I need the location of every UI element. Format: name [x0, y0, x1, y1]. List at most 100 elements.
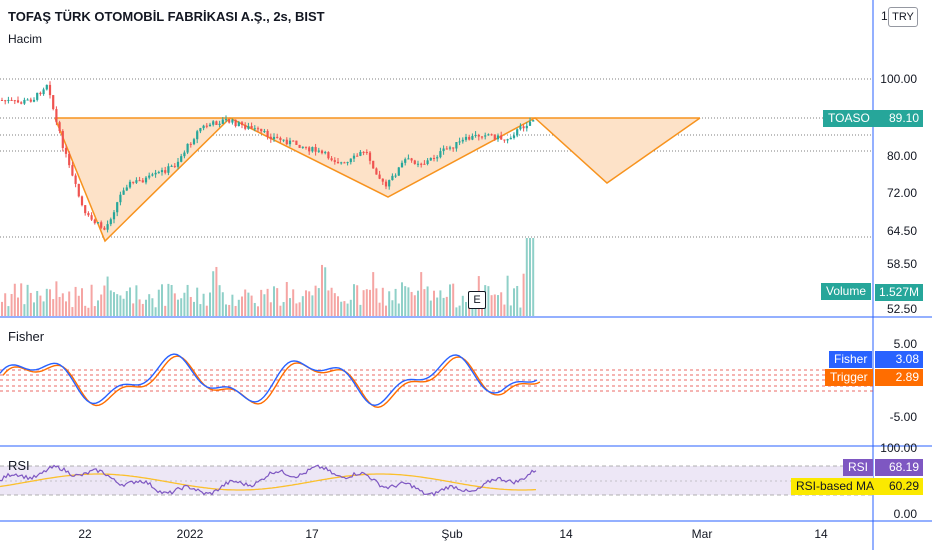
volume-bar: [401, 282, 403, 316]
volume-bar: [97, 300, 99, 316]
candle-body: [196, 131, 199, 140]
volume-indicator-label[interactable]: Hacim: [8, 32, 43, 46]
candle-body: [148, 175, 151, 178]
candle-body: [119, 194, 122, 203]
symbol-title[interactable]: TOFAŞ TÜRK OTOMOBİL FABRİKASI A.Ş., 2s, …: [8, 9, 325, 24]
fisher-pane-title[interactable]: Fisher: [8, 329, 45, 344]
volume-bar: [529, 238, 531, 316]
volume-bar: [513, 288, 515, 316]
candle-body: [477, 134, 480, 137]
candle-body: [458, 141, 461, 143]
price-axis-label: 80.00: [886, 149, 917, 163]
candle-body: [327, 152, 330, 159]
volume-bar: [442, 297, 445, 316]
trigger-tag-value: 2.89: [875, 369, 923, 386]
candle-body: [480, 136, 484, 138]
volume-bar: [525, 238, 528, 316]
candle-body: [32, 99, 36, 102]
candle-body: [381, 178, 384, 182]
candle-body: [311, 147, 314, 152]
candle-body: [4, 100, 7, 102]
candle-body: [29, 99, 32, 102]
volume-bar: [170, 284, 173, 316]
volume-bar: [423, 289, 426, 316]
volume-bar: [39, 295, 42, 316]
candle-body: [141, 180, 144, 183]
volume-bar: [391, 300, 394, 316]
candle-body: [500, 135, 503, 140]
volume-bar: [119, 295, 122, 316]
candle-body: [240, 122, 244, 125]
candle-body: [0, 100, 4, 101]
volume-bar: [218, 285, 221, 316]
currency-button[interactable]: TRY: [888, 7, 918, 27]
candle-body: [144, 177, 148, 183]
candle-body: [388, 180, 391, 187]
candle-body: [340, 162, 343, 164]
volume-bar: [493, 294, 496, 316]
rsi-pane-title[interactable]: RSI: [8, 458, 30, 473]
volume-bar: [269, 302, 272, 316]
candle-body: [404, 159, 407, 163]
volume-bar: [135, 285, 138, 316]
candle-body: [180, 156, 183, 162]
candle-body: [250, 125, 253, 129]
volume-bar: [474, 303, 477, 316]
volume-bar: [301, 296, 304, 316]
candle-body: [285, 139, 288, 145]
volume-bar: [81, 288, 83, 316]
candle-body: [116, 202, 119, 213]
candle-body: [68, 153, 71, 166]
candle-body: [164, 170, 167, 173]
volume-bar: [282, 302, 285, 316]
volume-bar: [199, 304, 202, 316]
volume-bar: [167, 283, 170, 316]
candle-body: [426, 160, 429, 164]
candle-body: [202, 125, 205, 129]
volume-bar: [180, 298, 183, 316]
candle-body: [445, 148, 448, 150]
volume-bar: [394, 288, 397, 316]
volume-bar: [148, 294, 151, 316]
volume-bar: [362, 290, 365, 316]
volume-bar: [461, 295, 464, 316]
volume-bar: [23, 304, 26, 316]
volume-bar: [375, 288, 378, 316]
volume-bar: [289, 298, 291, 316]
fisher-tag-name: Fisher: [829, 351, 873, 368]
volume-bar: [295, 303, 298, 316]
candle-body: [304, 146, 308, 148]
volume-bar: [10, 293, 13, 316]
candle-body: [346, 162, 349, 164]
candle-body: [234, 119, 237, 127]
volume-bar: [317, 288, 320, 316]
price-tag-name: TOASO: [823, 110, 875, 127]
volume-bar: [365, 289, 368, 316]
candle-body: [122, 190, 125, 195]
candle-body: [77, 183, 80, 197]
volume-bar: [519, 307, 522, 316]
candle-body: [90, 215, 93, 220]
fisher-line: [0, 353, 538, 407]
candle-body: [125, 187, 128, 191]
rsi-axis-label: 100.00: [880, 441, 917, 455]
volume-tag-value: 1.527M: [875, 284, 923, 301]
candle-body: [288, 140, 292, 145]
candle-body: [199, 128, 202, 132]
candle-body: [432, 157, 436, 159]
candle-body: [519, 126, 522, 130]
candle-body: [128, 181, 132, 188]
volume-bar: [276, 288, 279, 316]
candle-body: [525, 125, 528, 129]
volume-bar: [113, 292, 115, 316]
candle-body: [532, 120, 535, 122]
earnings-badge[interactable]: E: [468, 291, 486, 309]
volume-bar: [324, 267, 327, 316]
candle-body: [429, 157, 432, 161]
volume-bar: [221, 292, 224, 316]
candle-body: [260, 128, 263, 132]
volume-bar: [33, 302, 35, 316]
volume-bar: [247, 292, 250, 316]
candle-body: [61, 130, 64, 148]
